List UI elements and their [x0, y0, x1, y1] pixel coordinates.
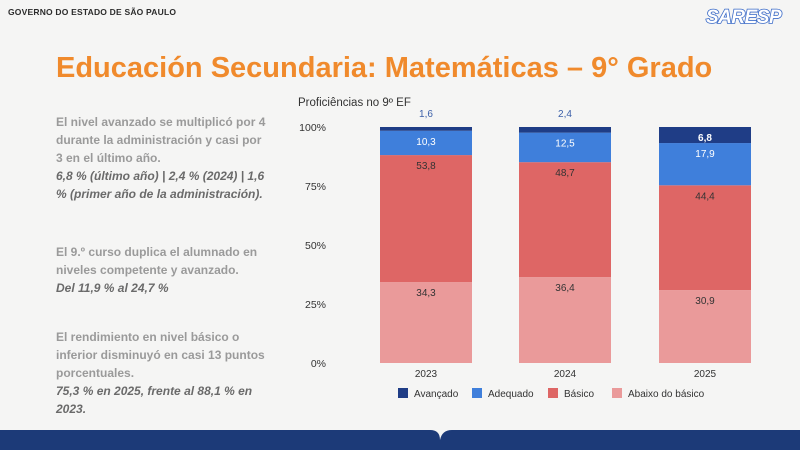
key-point-3: El rendimiento en nivel básico o inferio… [56, 328, 271, 418]
logo-text: SARESP [706, 7, 782, 27]
data-label: 53,8 [416, 161, 436, 172]
key-point-3-detail: 75,3 % en 2025, frente al 88,1 % en 2023… [56, 384, 253, 416]
bar-segment [519, 127, 611, 133]
key-point-2-text: El 9.º curso duplica el alumnado en nive… [56, 245, 258, 277]
key-point-3-text: El rendimiento en nivel básico o inferio… [56, 330, 265, 380]
y-tick-label: 75% [305, 181, 326, 193]
legend-label: Básico [564, 389, 594, 400]
bottom-band-shape [0, 430, 800, 450]
legend-swatch [612, 388, 622, 398]
key-point-2: El 9.º curso duplica el alumnado en nive… [56, 243, 271, 297]
x-tick-label: 2023 [415, 369, 438, 380]
legend-swatch [398, 388, 408, 398]
org-name: GOVERNO DO ESTADO DE SÃO PAULO [8, 7, 177, 17]
data-label: 34,3 [416, 288, 436, 299]
bar-segment [380, 155, 472, 283]
bar-segment [659, 127, 751, 144]
data-label: 1,6 [419, 109, 433, 120]
y-tick-label: 100% [299, 122, 326, 134]
legend-label: Avançado [414, 389, 459, 400]
data-label: 17,9 [695, 149, 715, 160]
legend-label: Adequado [488, 389, 534, 400]
legend-swatch [472, 388, 482, 398]
bar-segment [380, 282, 472, 363]
bar-segment [380, 130, 472, 156]
bar-segment [659, 143, 751, 186]
data-label: 10,3 [416, 137, 436, 148]
y-tick-label: 0% [311, 358, 326, 370]
key-point-1-text: El nivel avanzado se multiplicó por 4 du… [56, 115, 266, 165]
data-label: 36,4 [555, 283, 575, 294]
bar-segment [519, 132, 611, 163]
saresp-logo: SARESP [705, 6, 783, 27]
key-point-1-detail: 6,8 % (último año) | 2,4 % (2024) | 1,6 … [56, 169, 265, 201]
bottom-band [0, 430, 800, 450]
bar-segment [519, 277, 611, 363]
bar-segment [380, 127, 472, 131]
data-label: 12,5 [555, 139, 575, 150]
page-title: Educación Secundaria: Matemáticas – 9° G… [56, 52, 713, 84]
legend-swatch [548, 388, 558, 398]
data-label: 48,7 [555, 168, 575, 179]
data-label: 6,8 [698, 133, 712, 144]
chart-title: Proficiências no 9º EF [298, 97, 411, 109]
data-label: 30,9 [695, 296, 715, 307]
y-tick-label: 50% [305, 240, 326, 252]
key-point-2-detail: Del 11,9 % al 24,7 % [56, 281, 169, 295]
x-tick-label: 2024 [554, 369, 577, 380]
proficiency-chart: Proficiências no 9º EF 0% 25% 50% 75% 100% 34,… [298, 97, 751, 400]
y-tick-label: 25% [305, 299, 326, 311]
legend-label: Abaixo do básico [628, 389, 705, 400]
data-label: 2,4 [558, 109, 572, 120]
key-point-1: El nivel avanzado se multiplicó por 4 du… [56, 113, 271, 203]
bar-segment [519, 162, 611, 278]
data-label: 44,4 [695, 191, 715, 202]
bar-segment [659, 290, 751, 363]
x-tick-label: 2025 [694, 369, 717, 380]
bar-segment [659, 185, 751, 291]
